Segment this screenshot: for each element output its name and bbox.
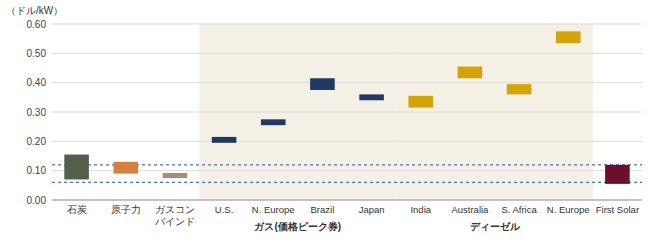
y-axis-label: （ドル/kW） — [6, 5, 63, 16]
bar — [458, 67, 483, 79]
bar — [113, 162, 138, 174]
category-label-line: India — [410, 204, 431, 215]
category-label-line: バインド — [154, 216, 195, 227]
category-label-line: N. Europe — [252, 204, 295, 215]
bar — [261, 119, 286, 125]
grid-line — [52, 82, 642, 83]
grid-line — [52, 170, 642, 171]
grid-line — [52, 200, 642, 201]
y-tick-label: 0.00 — [27, 195, 47, 206]
bar — [64, 155, 89, 180]
plot-area — [52, 31, 642, 184]
x-axis-line — [52, 200, 642, 201]
category-label-line: First Solar — [596, 204, 639, 215]
y-tick-label: 0.20 — [27, 136, 47, 147]
group-label: ガス(価格ピーク券) — [254, 221, 341, 232]
category-label-line: U.S. — [215, 204, 233, 215]
chart: （ドル/kW） 0.00 0.10 0.20 0.30 0.40 0.50 0.60 石炭 原子力… — [0, 0, 650, 252]
grid-line — [52, 141, 642, 142]
category-label: 石炭 — [67, 204, 87, 215]
category-label: N. Europe — [252, 204, 295, 215]
category-label: India — [410, 204, 431, 215]
y-tick-label: 0.40 — [27, 77, 47, 88]
y-tick-label: 0.50 — [27, 48, 47, 59]
category-label-line: S. Africa — [501, 204, 537, 215]
category-label-line: Japan — [359, 204, 385, 215]
y-tick-label: 0.10 — [27, 165, 47, 176]
category-label: First Solar — [596, 204, 639, 215]
bar — [556, 31, 581, 43]
category-label: Brazil — [311, 204, 335, 215]
category-label: Japan — [359, 204, 385, 215]
reference-line — [52, 164, 642, 165]
bar — [310, 78, 335, 90]
bar — [163, 173, 188, 178]
y-tick-label: 0.30 — [27, 107, 47, 118]
category-label-line: Australia — [451, 204, 489, 215]
grid-line — [52, 112, 642, 113]
group-label: ディーゼル — [470, 221, 521, 232]
category-label: S. Africa — [501, 204, 537, 215]
bar — [507, 84, 532, 94]
grid-line — [52, 24, 642, 25]
category-label-line: N. Europe — [547, 204, 590, 215]
grid-line — [52, 53, 642, 54]
category-label: ガスコンバインド — [154, 204, 195, 227]
reference-line — [52, 182, 642, 183]
bar — [212, 137, 237, 143]
category-label-line: Brazil — [311, 204, 335, 215]
category-label: Australia — [451, 204, 489, 215]
bar — [605, 165, 630, 184]
y-tick-label: 0.60 — [27, 19, 47, 30]
category-label: 原子力 — [111, 204, 141, 215]
bar — [359, 94, 384, 100]
category-label-line: ガスコン — [155, 204, 195, 215]
category-label-line: 原子力 — [111, 204, 141, 215]
category-label-line: 石炭 — [67, 204, 87, 215]
category-label: N. Europe — [547, 204, 590, 215]
bar — [408, 96, 433, 108]
category-label: U.S. — [215, 204, 233, 215]
